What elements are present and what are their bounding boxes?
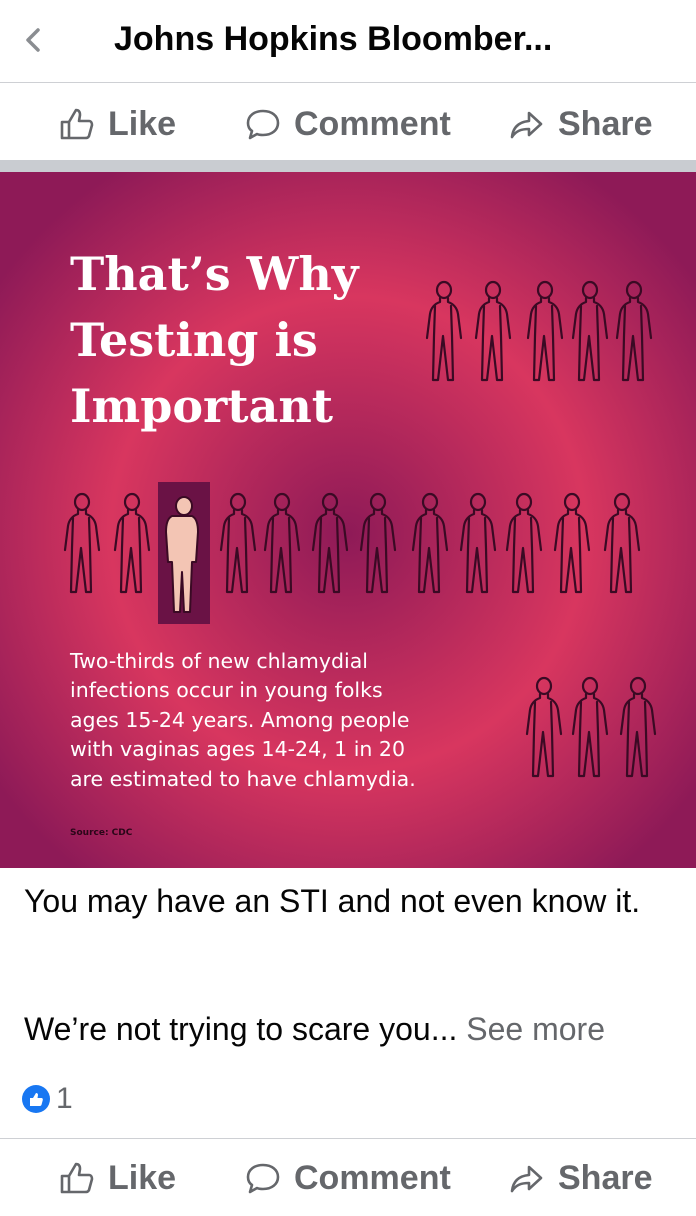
highlighted-person bbox=[165, 496, 199, 613]
body-line: are estimated to have chlamydia. bbox=[70, 767, 416, 791]
share-label: Share bbox=[558, 1158, 653, 1197]
speech-bubble-icon bbox=[246, 109, 280, 140]
section-separator bbox=[0, 160, 696, 172]
see-more-link[interactable]: See more bbox=[466, 1011, 605, 1047]
infographic: That’s Why Testing is Important bbox=[0, 172, 696, 868]
comment-label: Comment bbox=[294, 104, 451, 143]
action-bar-bottom: Like Comment Share bbox=[0, 1140, 696, 1216]
body-line: infections occur in young folks bbox=[70, 678, 383, 702]
post-image[interactable]: That’s Why Testing is Important bbox=[0, 172, 696, 868]
like-reaction-icon bbox=[22, 1085, 50, 1113]
reaction-count: 1 bbox=[56, 1082, 73, 1115]
body-line: ages 15-24 years. Among people bbox=[70, 708, 409, 732]
heading-line-3: Important bbox=[70, 379, 334, 433]
share-arrow-icon bbox=[510, 111, 543, 139]
share-arrow-icon bbox=[510, 1165, 543, 1193]
share-button[interactable]: Share bbox=[508, 86, 653, 162]
heading: That’s Why Testing is Important bbox=[70, 247, 360, 433]
share-button[interactable]: Share bbox=[508, 1140, 653, 1216]
divider bbox=[0, 1138, 696, 1139]
comment-label: Comment bbox=[294, 1158, 451, 1197]
post-caption-preview: We’re not trying to scare you... See mor… bbox=[24, 1008, 684, 1051]
like-button[interactable]: Like bbox=[58, 86, 176, 162]
page-title: Johns Hopkins Bloomber... bbox=[114, 20, 553, 58]
source-note: Source: CDC bbox=[70, 828, 133, 838]
action-bar-top: Like Comment Share bbox=[0, 86, 696, 162]
like-label: Like bbox=[108, 104, 177, 143]
heading-line-1: That’s Why bbox=[70, 247, 360, 301]
top-bar: Johns Hopkins Bloomber... bbox=[0, 0, 696, 82]
comment-button[interactable]: Comment bbox=[244, 86, 451, 162]
reaction-summary[interactable]: 1 bbox=[22, 1082, 73, 1116]
body-text: Two-thirds of new chlamydial infections … bbox=[69, 649, 416, 791]
caption-preview-text: We’re not trying to scare you... bbox=[24, 1011, 458, 1047]
speech-bubble-icon bbox=[246, 1163, 280, 1194]
like-button[interactable]: Like bbox=[58, 1140, 176, 1216]
body-line: with vaginas ages 14-24, 1 in 20 bbox=[70, 737, 405, 761]
thumbs-up-icon bbox=[60, 108, 94, 140]
chevron-left-icon[interactable] bbox=[20, 26, 48, 54]
share-label: Share bbox=[558, 104, 653, 143]
heading-line-2: Testing is bbox=[70, 313, 318, 367]
divider bbox=[0, 82, 696, 83]
post-caption: You may have an STI and not even know it… bbox=[24, 883, 641, 919]
like-label: Like bbox=[108, 1158, 177, 1197]
body-line: Two-thirds of new chlamydial bbox=[69, 649, 368, 673]
thumbs-up-icon bbox=[60, 1162, 94, 1194]
comment-button[interactable]: Comment bbox=[244, 1140, 451, 1216]
